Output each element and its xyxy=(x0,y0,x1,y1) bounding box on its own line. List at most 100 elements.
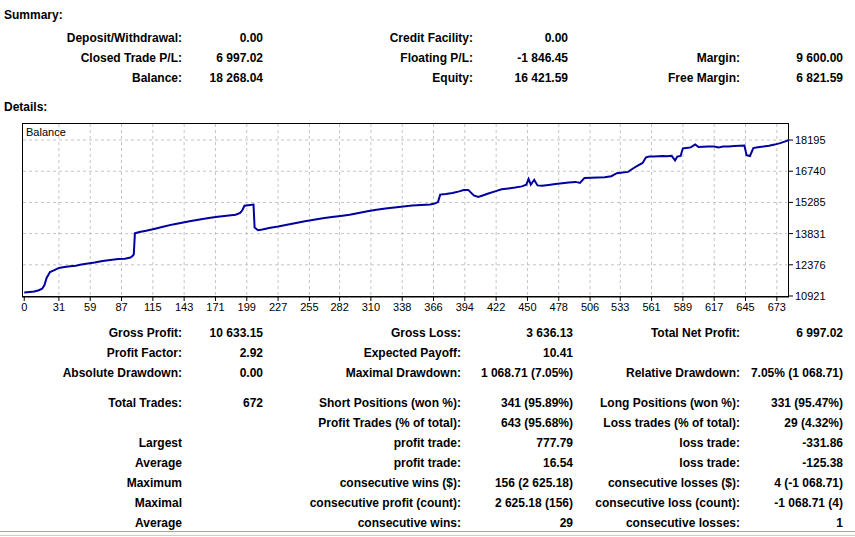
stat-value: 643 (95.68%) xyxy=(501,416,573,430)
stat-label: consecutive loss (count): xyxy=(595,496,740,510)
stat-label: consecutive wins ($): xyxy=(340,476,461,490)
stat-label: consecutive wins: xyxy=(358,516,461,530)
stat-value: 18 268.04 xyxy=(210,71,263,85)
stat-label: Absolute Drawdown: xyxy=(63,366,182,380)
stat-label: Equity: xyxy=(432,71,473,85)
stat-value: 156 (2 625.18) xyxy=(495,476,573,490)
x-axis-label: 450 xyxy=(512,301,542,313)
x-axis-label: 143 xyxy=(169,301,199,313)
details-row: Profit Factor: 2.92 Expected Payoff: 10.… xyxy=(0,346,855,362)
x-axis-label: 199 xyxy=(232,301,262,313)
x-axis-label: 561 xyxy=(637,301,667,313)
stat-label: Maximal Drawdown: xyxy=(346,366,461,380)
stat-label: Average xyxy=(135,516,182,530)
x-axis-label: 310 xyxy=(356,301,386,313)
x-axis-label: 394 xyxy=(450,301,480,313)
stat-value: 7.05% (1 068.71) xyxy=(751,366,843,380)
stat-value: 1 068.71 (7.05%) xyxy=(481,366,573,380)
stat-label: Short Positions (won %): xyxy=(319,396,461,410)
summary-heading: Summary: xyxy=(4,8,63,22)
stat-label: Closed Trade P/L: xyxy=(81,51,182,65)
stat-value: -1 068.71 (4) xyxy=(774,496,843,510)
stat-value: 0.00 xyxy=(240,31,263,45)
chart-legend-balance: Balance xyxy=(26,126,66,138)
details-row: Gross Profit: 10 633.15 Gross Loss: 3 63… xyxy=(0,326,855,342)
x-axis-label: 422 xyxy=(481,301,511,313)
stat-value: 1 xyxy=(836,516,843,530)
stat-value: 16.54 xyxy=(543,456,573,470)
details-row: Maximal consecutive profit (count): 2 62… xyxy=(0,496,855,512)
details-row: Total Trades: 672 Short Positions (won %… xyxy=(0,396,855,412)
stat-value: 6 997.02 xyxy=(796,326,843,340)
stat-label: Credit Facility: xyxy=(390,31,473,45)
stat-label: Deposit/Withdrawal: xyxy=(67,31,182,45)
x-axis-label: 506 xyxy=(575,301,605,313)
stat-label: profit trade: xyxy=(394,436,461,450)
x-axis-label: 171 xyxy=(200,301,230,313)
stat-value: 29 (4.32%) xyxy=(784,416,843,430)
stat-label: Margin: xyxy=(697,51,740,65)
stat-value: 0.00 xyxy=(545,31,568,45)
x-axis-label: 59 xyxy=(75,301,105,313)
summary-row: Balance: 18 268.04 Equity: 16 421.59 Fre… xyxy=(0,71,855,87)
stat-value: 6 821.59 xyxy=(796,71,843,85)
stat-label: Gross Profit: xyxy=(109,326,182,340)
stat-label: loss trade: xyxy=(679,436,740,450)
stat-value: 2.92 xyxy=(240,346,263,360)
stat-label: Average xyxy=(135,456,182,470)
details-row: Largest profit trade: 777.79 loss trade:… xyxy=(0,436,855,452)
stat-label: Largest xyxy=(139,436,182,450)
x-axis-label: 589 xyxy=(668,301,698,313)
stat-label: Total Net Profit: xyxy=(651,326,740,340)
details-row: Average profit trade: 16.54 loss trade: … xyxy=(0,456,855,472)
x-axis-label: 115 xyxy=(138,301,168,313)
stat-value: 10 633.15 xyxy=(210,326,263,340)
x-axis-label: 533 xyxy=(605,301,635,313)
x-axis-label: 673 xyxy=(762,301,792,313)
stat-label: Balance: xyxy=(132,71,182,85)
stat-label: Expected Payoff: xyxy=(364,346,461,360)
bottom-divider xyxy=(0,531,855,536)
summary-row: Deposit/Withdrawal: 0.00 Credit Facility… xyxy=(0,31,855,47)
stat-value: 2 625.18 (156) xyxy=(495,496,573,510)
stat-label: loss trade: xyxy=(679,456,740,470)
balance-curve-svg xyxy=(22,123,822,309)
stat-label: Maximal xyxy=(135,496,182,510)
stat-value: 0.00 xyxy=(240,366,263,380)
x-axis-label: 87 xyxy=(107,301,137,313)
stat-value: 777.79 xyxy=(536,436,573,450)
x-axis-label: 282 xyxy=(325,301,355,313)
y-axis-label: 13831 xyxy=(795,228,826,240)
stat-value: 4 (-1 068.71) xyxy=(774,476,843,490)
stat-value: 3 636.13 xyxy=(526,326,573,340)
x-axis-label: 0 xyxy=(9,301,39,313)
details-heading: Details: xyxy=(4,100,47,114)
stat-label: Relative Drawdown: xyxy=(626,366,740,380)
x-axis-label: 617 xyxy=(699,301,729,313)
y-axis-label: 16740 xyxy=(795,165,826,177)
stat-label: Floating P/L: xyxy=(400,51,473,65)
stat-label: Profit Trades (% of total): xyxy=(318,416,461,430)
summary-row: Closed Trade P/L: 6 997.02 Floating P/L:… xyxy=(0,51,855,67)
details-row: Profit Trades (% of total): 643 (95.68%)… xyxy=(0,416,855,432)
stat-label: Free Margin: xyxy=(668,71,740,85)
stat-label: Gross Loss: xyxy=(391,326,461,340)
stat-value: 10.41 xyxy=(543,346,573,360)
x-axis-label: 227 xyxy=(263,301,293,313)
y-axis-label: 12376 xyxy=(795,259,826,271)
stat-label: consecutive losses ($): xyxy=(608,476,740,490)
stat-label: Profit Factor: xyxy=(107,346,182,360)
stat-value: 672 xyxy=(243,396,263,410)
y-axis-label: 15285 xyxy=(795,196,826,208)
details-row: Maximum consecutive wins ($): 156 (2 625… xyxy=(0,476,855,492)
stat-value: 29 xyxy=(560,516,573,530)
balance-chart: 0315987115143171199227255282310338366394… xyxy=(22,123,832,313)
stat-value: 16 421.59 xyxy=(515,71,568,85)
details-row: Absolute Drawdown: 0.00 Maximal Drawdown… xyxy=(0,366,855,382)
stat-value: -331.86 xyxy=(802,436,843,450)
stat-label: profit trade: xyxy=(394,456,461,470)
details-row: Average consecutive wins: 29 consecutive… xyxy=(0,516,855,532)
stat-value: 6 997.02 xyxy=(216,51,263,65)
x-axis-label: 31 xyxy=(44,301,74,313)
x-axis-label: 338 xyxy=(387,301,417,313)
